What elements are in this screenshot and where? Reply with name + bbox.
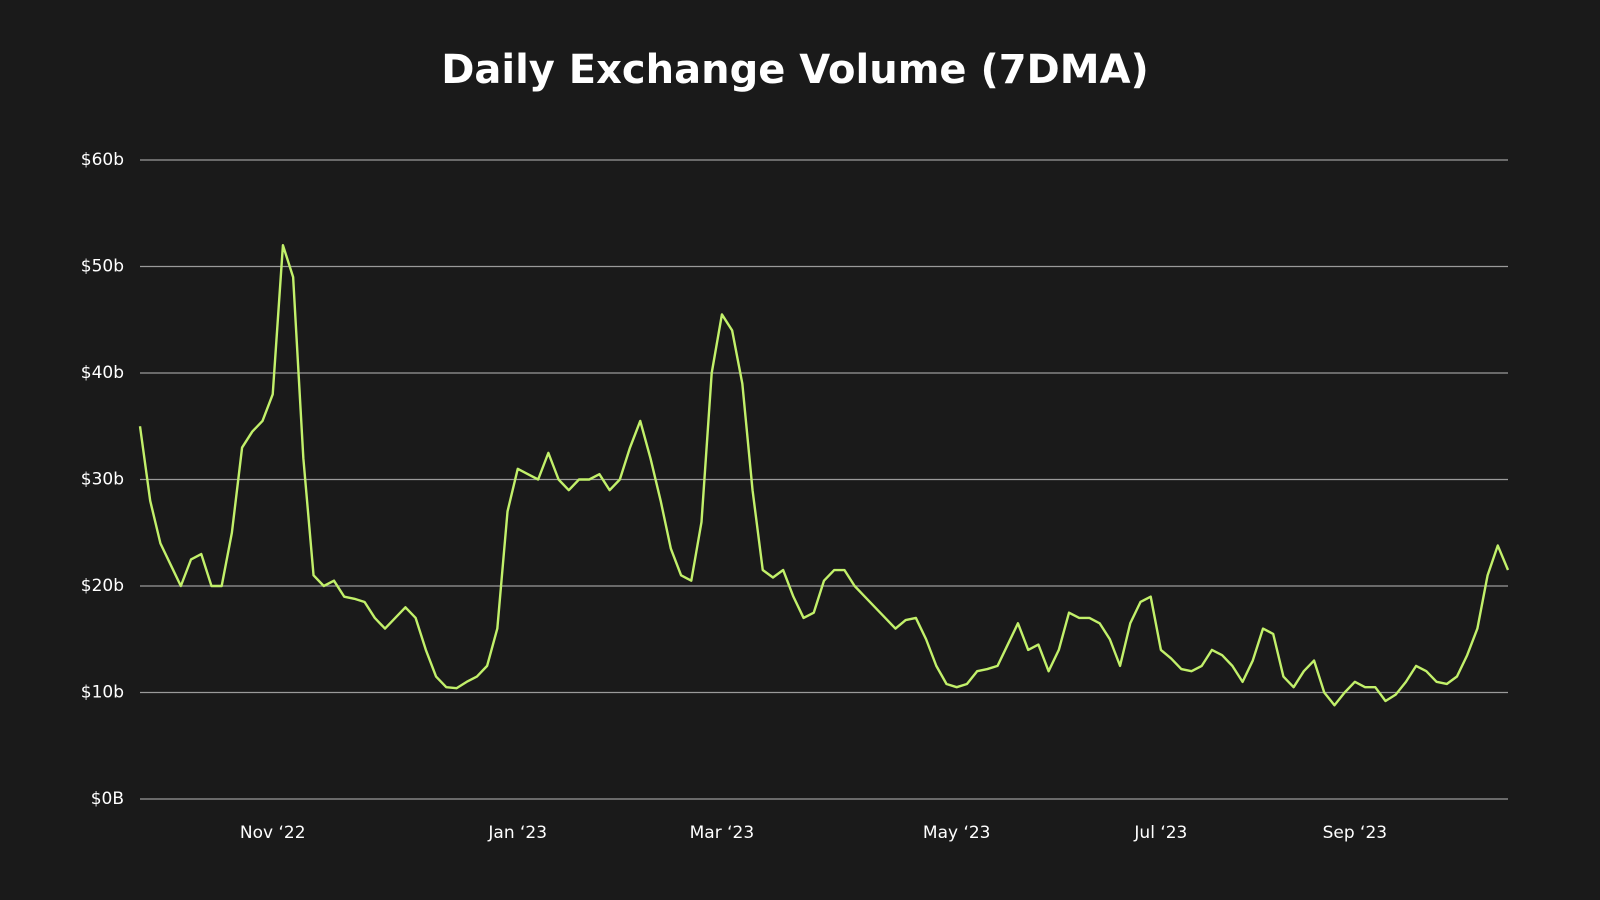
x-tick-label: Nov ‘22: [240, 823, 306, 843]
data-line: [138, 244, 1510, 707]
y-tick-label: $30b: [81, 470, 124, 490]
y-tick-label: $0B: [91, 789, 124, 809]
y-tick-label: $20b: [81, 576, 124, 596]
x-tick-label: May ‘23: [923, 823, 991, 843]
y-tick-label: $50b: [81, 257, 124, 277]
x-tick-label: Jul ‘23: [1133, 823, 1187, 843]
chart-title: Daily Exchange Volume (7DMA): [441, 47, 1149, 93]
x-tick-label: Mar ‘23: [690, 823, 755, 843]
x-tick-label: Jan ‘23: [487, 823, 547, 843]
y-tick-label: $60b: [81, 150, 124, 170]
x-tick-label: Sep ‘23: [1323, 823, 1387, 843]
y-tick-label: $40b: [81, 363, 124, 383]
y-tick-label: $10b: [81, 683, 124, 703]
